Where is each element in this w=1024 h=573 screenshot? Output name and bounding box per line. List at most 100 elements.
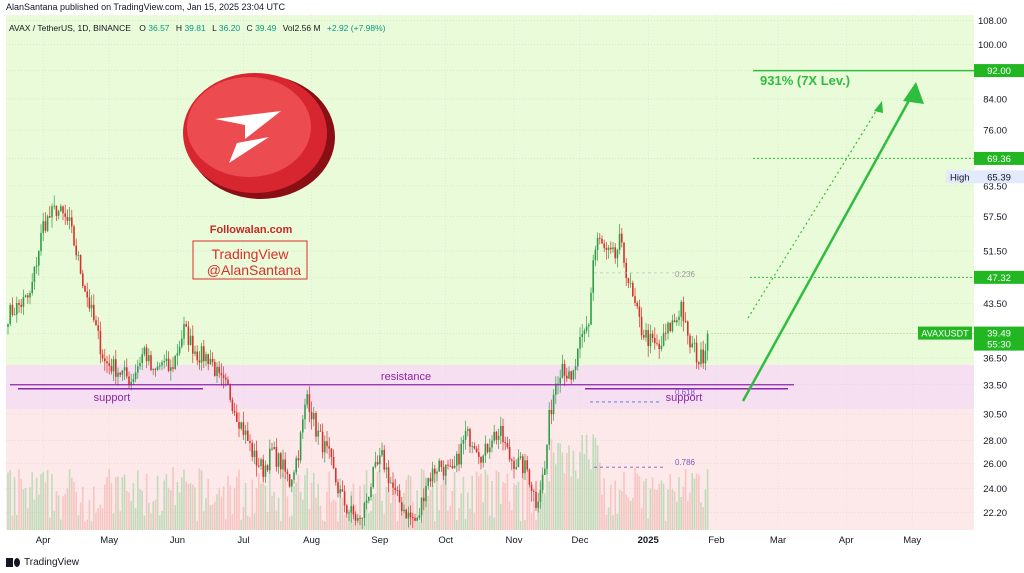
candle-body xyxy=(128,376,130,385)
candle-body xyxy=(425,485,427,502)
candle-body xyxy=(251,442,253,457)
candle-body xyxy=(524,460,526,474)
candle-body xyxy=(229,384,231,400)
time-axis[interactable]: Apr May Jun Jul Aug Sep Oct Nov Dec 2025 Feb Mar Apr… xyxy=(0,530,1024,552)
watermark-line2: @AlanSantana xyxy=(207,262,302,278)
volume-bar xyxy=(141,490,143,530)
candle-body xyxy=(387,467,390,484)
volume-bar xyxy=(651,477,654,530)
volume-bar xyxy=(178,492,181,530)
candle-body xyxy=(511,459,513,461)
volume-bar xyxy=(374,493,377,530)
candle-body xyxy=(473,446,476,449)
volume-bar xyxy=(473,512,476,530)
tradingview-footer[interactable]: TradingView xyxy=(6,553,79,571)
volume-bar xyxy=(330,502,333,530)
volume-bar xyxy=(304,475,306,530)
candle-body xyxy=(335,468,337,483)
volume-bar xyxy=(607,507,610,530)
candle-body xyxy=(647,330,649,346)
time-axis-bg xyxy=(0,530,1024,552)
candle-body xyxy=(706,333,709,351)
volume-bar xyxy=(632,498,634,530)
volume-bar xyxy=(405,479,407,530)
volume-bar xyxy=(649,488,652,530)
volume-bar xyxy=(321,520,324,530)
volume-bar xyxy=(383,513,385,530)
volume-bar xyxy=(66,488,69,530)
time-tick-label: May xyxy=(100,535,118,546)
candle-body xyxy=(183,324,185,339)
volume-bar xyxy=(484,469,487,530)
candle-body xyxy=(460,443,462,465)
candle-body xyxy=(405,509,407,519)
volume-bar xyxy=(662,483,665,530)
candle-body xyxy=(698,362,700,365)
candle-body xyxy=(31,282,33,294)
candle-body xyxy=(286,471,289,475)
candle-body xyxy=(196,351,198,361)
candle-body xyxy=(563,363,566,376)
candle-body xyxy=(266,465,269,471)
volume-bar xyxy=(610,484,612,530)
volume-bar xyxy=(381,500,383,530)
candle-body xyxy=(616,249,619,259)
candle-body xyxy=(431,468,434,482)
time-tick-label: 2025 xyxy=(638,535,660,546)
symbol-legend[interactable]: AVAX / TetherUS, 1D, BINANCE O 36.57 H 3… xyxy=(9,23,386,33)
candle-body xyxy=(660,345,663,350)
volume-bar xyxy=(636,473,638,530)
horizontal-levels xyxy=(10,69,974,468)
candle-body xyxy=(68,217,71,221)
candle-body xyxy=(662,332,665,346)
volume-bar xyxy=(156,475,159,530)
candle-body xyxy=(253,450,256,457)
candle-body xyxy=(209,358,212,365)
candle-body xyxy=(110,366,113,372)
time-tick-label: Mar xyxy=(770,535,786,546)
price-tags: 92.00 69.36 47.32 High 65.39 AVAXUSDT 39.4955:… xyxy=(918,64,1024,351)
volume-bar xyxy=(35,477,38,530)
candle-body xyxy=(330,448,333,457)
volume-bar xyxy=(394,479,396,530)
candle-body xyxy=(143,347,146,355)
projection-arrow-head xyxy=(903,82,924,104)
volume-bar xyxy=(372,493,374,530)
candle-body xyxy=(7,323,9,328)
candle-body xyxy=(271,448,273,450)
volume-bar xyxy=(618,489,621,530)
volume-bar xyxy=(137,470,139,530)
candle-body xyxy=(170,367,172,371)
volume-bar xyxy=(227,475,229,530)
volume-bar xyxy=(260,483,262,530)
candle-body xyxy=(273,446,275,450)
volume-bar xyxy=(511,510,513,530)
candle-body xyxy=(475,448,478,453)
volume-bar xyxy=(183,469,185,530)
candle-body xyxy=(112,359,115,372)
candle-body xyxy=(610,247,612,250)
candle-body xyxy=(407,512,410,519)
volume-bar xyxy=(533,499,535,530)
symbol-tag: AVAXUSDT xyxy=(921,329,969,339)
candle-body xyxy=(156,366,159,370)
candle-body xyxy=(38,251,40,266)
watermark-box xyxy=(192,240,308,280)
change-value: +2.92 (+7.98%) xyxy=(327,23,386,33)
candle-body xyxy=(414,517,416,521)
candle-body xyxy=(310,411,313,420)
volume-bar xyxy=(101,508,104,530)
candle-body xyxy=(152,368,154,370)
volume-bar xyxy=(396,521,399,530)
candle-body xyxy=(618,233,621,250)
candle-body xyxy=(383,449,385,470)
volume-bar xyxy=(559,443,561,530)
candle-body xyxy=(539,489,542,502)
candle-body xyxy=(361,517,363,519)
volume-bar xyxy=(660,480,663,530)
candle-body xyxy=(621,233,623,243)
volume-bar xyxy=(262,467,264,530)
volume-bar xyxy=(117,476,119,530)
volume-bar xyxy=(504,483,506,530)
